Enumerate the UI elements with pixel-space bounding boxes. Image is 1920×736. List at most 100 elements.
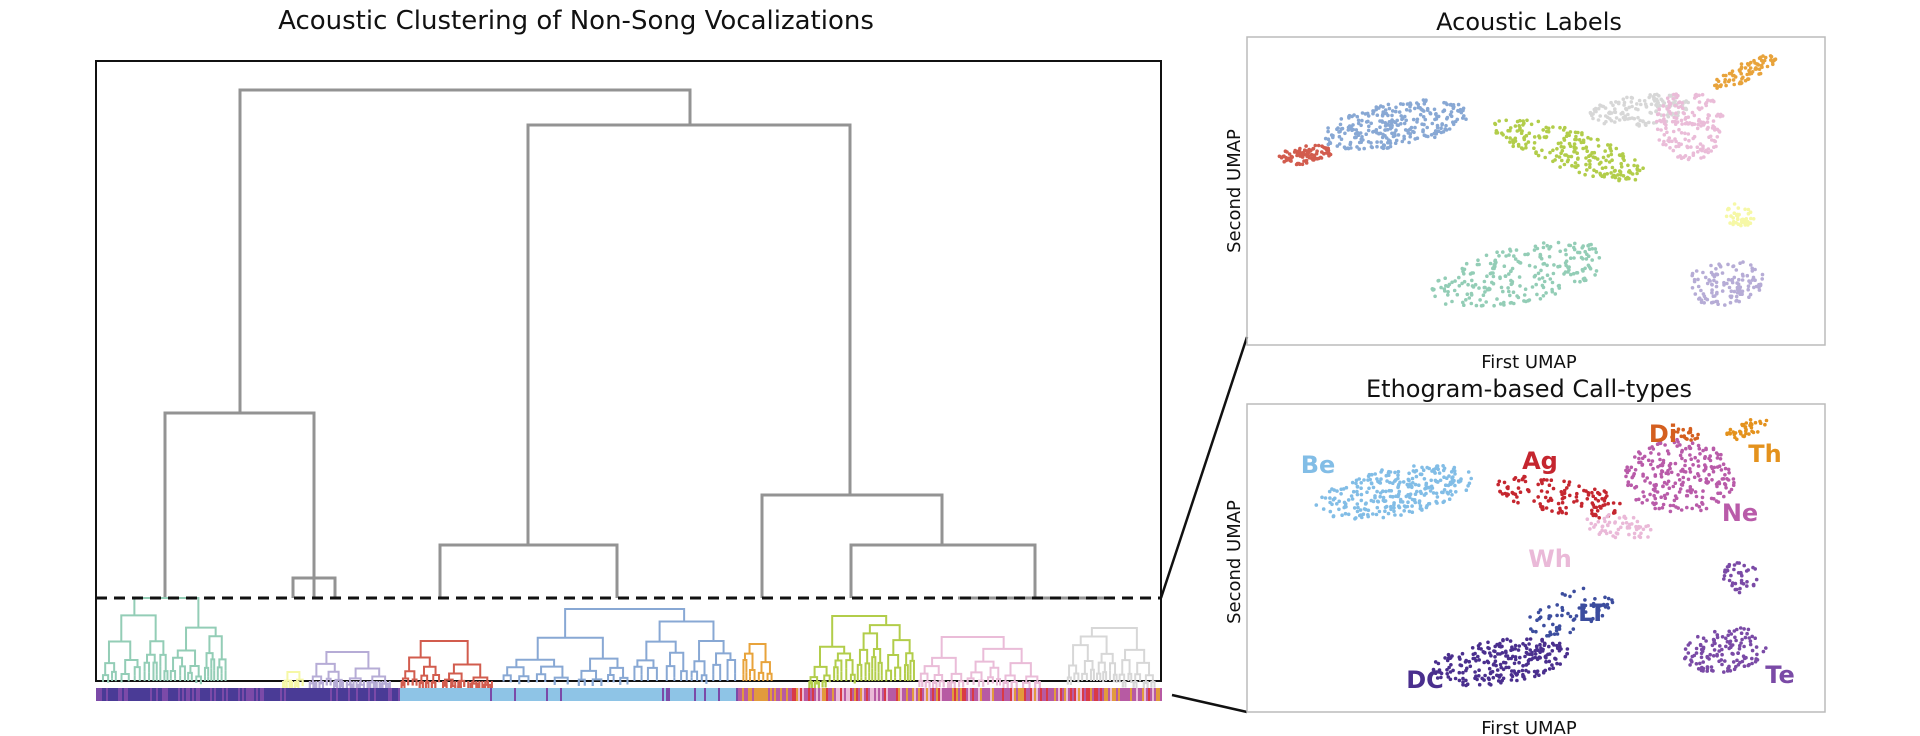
ethogram-point: [1518, 655, 1522, 660]
acoustic-point: [1611, 103, 1615, 108]
acoustic-point: [1473, 282, 1478, 287]
color-strip-segment: [254, 688, 256, 701]
acoustic-point: [1468, 272, 1473, 276]
dendrogram-cluster-link: [1102, 671, 1108, 682]
dendrogram-cluster-link: [120, 672, 130, 683]
ethogram-point: [1483, 673, 1487, 678]
color-strip-segment: [216, 688, 218, 701]
color-strip-segment: [760, 688, 762, 701]
ethogram-point: [1710, 478, 1714, 482]
color-strip-segment: [904, 688, 906, 701]
dendrogram-cluster-link: [712, 663, 722, 676]
ethogram-point: [1560, 613, 1564, 618]
acoustic-point: [1518, 126, 1522, 130]
ethogram-point: [1722, 494, 1726, 499]
dendrogram-cluster-link: [283, 679, 293, 687]
color-strip-segment: [468, 688, 470, 701]
acoustic-point: [1616, 101, 1621, 106]
acoustic-point: [1580, 267, 1585, 272]
ethogram-point: [1378, 494, 1382, 499]
ethogram-point: [1703, 455, 1707, 459]
dendrogram-cluster-link: [885, 669, 893, 682]
acoustic-point: [1587, 154, 1591, 158]
ethogram-point: [1449, 663, 1453, 667]
dendrogram-cluster-link: [124, 659, 139, 674]
ethogram-point: [1544, 659, 1548, 664]
color-strip-segment: [840, 688, 842, 701]
acoustic-point: [1336, 126, 1340, 130]
ethogram-point: [1722, 577, 1726, 581]
acoustic-point: [1576, 130, 1580, 135]
dendrogram-cluster-link: [757, 671, 765, 680]
color-strip-segment: [830, 688, 832, 701]
color-strip-segment: [656, 688, 658, 701]
ethogram-point: [1451, 668, 1455, 673]
color-strip-segment: [844, 688, 846, 701]
color-strip-segment: [800, 688, 802, 701]
ethogram-point: [1604, 531, 1609, 536]
acoustic-point: [1522, 137, 1527, 142]
ethogram-point: [1331, 514, 1336, 518]
ethogram-point: [1755, 652, 1759, 657]
acoustic-point: [1513, 136, 1518, 141]
acoustic-point: [1569, 154, 1574, 159]
acoustic-point: [1590, 247, 1595, 251]
acoustic-point: [1697, 100, 1702, 104]
ethogram-point: [1659, 475, 1664, 479]
ethogram-point: [1355, 484, 1360, 489]
acoustic-point: [1502, 264, 1507, 269]
color-strip-segment: [502, 688, 504, 701]
ethogram-point: [1510, 490, 1515, 495]
color-strip-segment: [848, 688, 850, 701]
acoustic-point: [1398, 102, 1403, 106]
ethogram-point: [1610, 598, 1614, 602]
ethogram-point: [1666, 479, 1671, 484]
acoustic-point: [1753, 267, 1757, 272]
acoustic-point: [1390, 131, 1394, 136]
color-strip-segment: [1108, 688, 1110, 701]
acoustic-point: [1380, 119, 1384, 123]
ethogram-point: [1508, 639, 1513, 643]
acoustic-point: [1408, 134, 1412, 139]
dendrogram-cluster-link: [535, 673, 547, 683]
color-strip-segment: [734, 688, 736, 701]
dendrogram-cluster-link: [443, 678, 454, 687]
acoustic-point: [1450, 103, 1455, 108]
ethogram-point: [1718, 457, 1723, 461]
ethogram-point: [1527, 489, 1531, 494]
color-strip-segment: [1104, 688, 1106, 701]
ethogram-point: [1704, 639, 1708, 643]
dendrogram-cluster-link: [743, 652, 754, 671]
acoustic-point: [1405, 102, 1410, 106]
ethogram-point: [1461, 676, 1465, 681]
acoustic-point: [1508, 293, 1512, 298]
dendrogram-cluster-link: [104, 662, 116, 676]
ethogram-point: [1406, 477, 1411, 482]
acoustic-point: [1627, 116, 1632, 121]
acoustic-point: [1400, 117, 1404, 122]
color-strip-segment: [772, 688, 774, 701]
acoustic-point: [1596, 106, 1601, 111]
acoustic-point: [1501, 250, 1505, 254]
ethogram-point: [1676, 427, 1681, 432]
acoustic-point: [1421, 128, 1425, 132]
ethogram-point: [1435, 495, 1440, 499]
ethogram-point: [1648, 481, 1652, 485]
acoustic-point: [1593, 247, 1598, 251]
color-strip-segment: [1054, 688, 1056, 701]
acoustic-point: [1507, 253, 1511, 257]
color-strip-segment: [496, 688, 498, 701]
ethogram-point: [1565, 647, 1570, 651]
ethogram-point: [1339, 487, 1343, 492]
ethogram-point: [1743, 635, 1748, 640]
color-strip-segment: [562, 688, 564, 701]
dendrogram-cluster-link: [831, 615, 888, 647]
acoustic-point: [1588, 165, 1592, 170]
color-strip-segment: [884, 688, 886, 701]
ethogram-point: [1728, 669, 1733, 673]
ethogram-point: [1385, 479, 1389, 483]
ethogram-point: [1491, 675, 1496, 680]
ethogram-point: [1407, 509, 1412, 514]
acoustic-point: [1456, 108, 1460, 113]
acoustic-point: [1393, 133, 1397, 138]
